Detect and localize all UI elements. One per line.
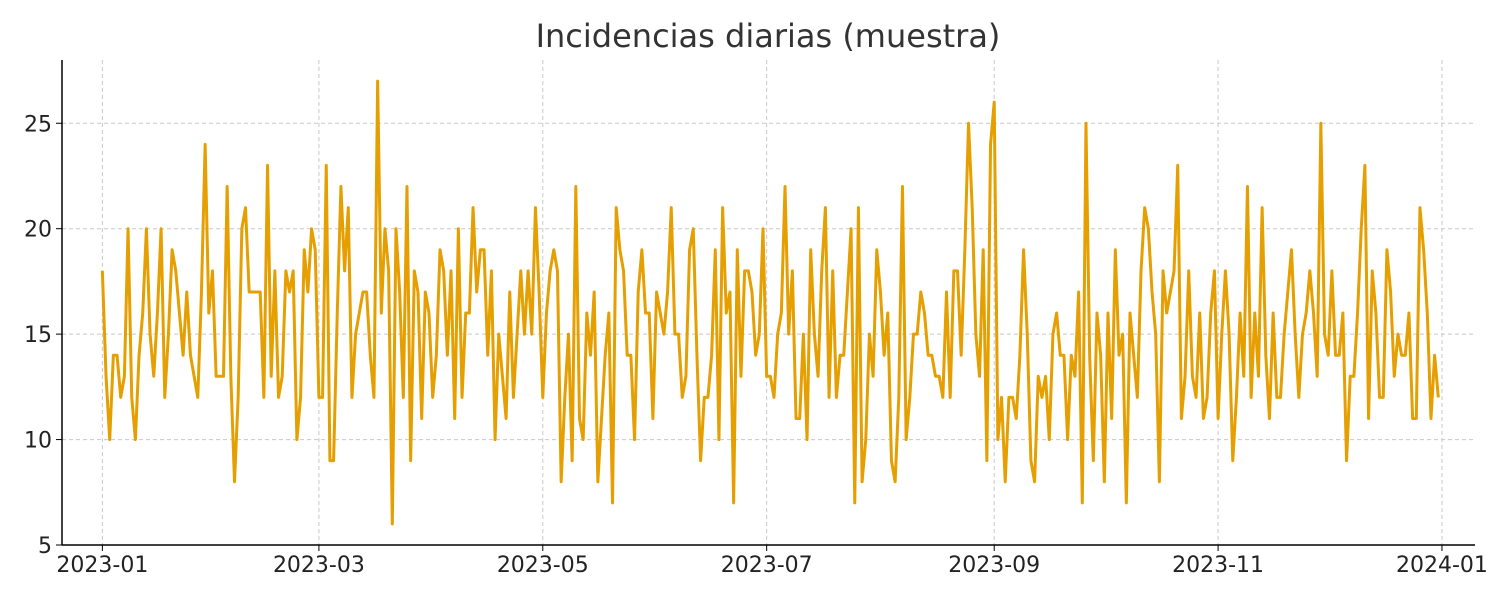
x-tick-label: 2023-07 [721,553,813,578]
x-tick-label: 2023-01 [56,553,148,578]
series-line [100,79,1440,526]
y-tick-label: 5 [38,534,52,559]
x-tick-label: 2023-09 [948,553,1040,578]
series-layer [100,79,1440,526]
y-tick-label: 15 [24,323,52,348]
x-tick-label: 2023-05 [497,553,589,578]
chart-title: Incidencias diarias (muestra) [536,17,1001,55]
axes: 2023-01 2023-03 2023-05 2023-07 2023-09 2023-… [24,60,1488,578]
y-tick-label: 10 [24,429,52,454]
x-tick-label: 2023-11 [1172,553,1264,578]
x-tick-label: 2023-03 [273,553,365,578]
x-tick-label: 2024-01 [1396,553,1488,578]
y-tick-label: 25 [24,112,52,137]
y-tick-label: 20 [24,218,52,243]
